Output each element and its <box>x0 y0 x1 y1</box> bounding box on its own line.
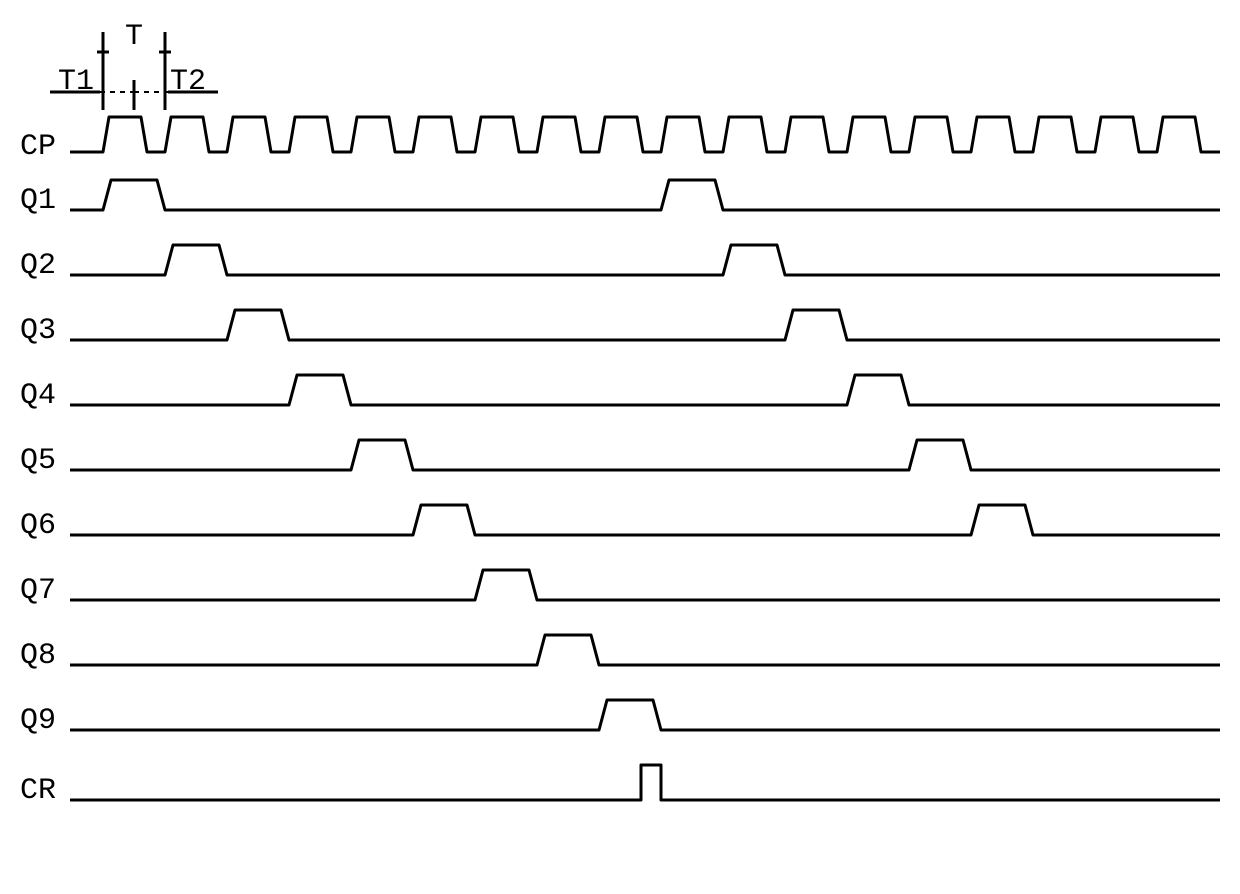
timing-diagram: T T1 T2 CP Q1 Q2 Q3 Q4 Q5 Q6 Q7 Q8 Q9 CR <box>0 0 1240 894</box>
waveform-svg <box>0 0 1240 894</box>
